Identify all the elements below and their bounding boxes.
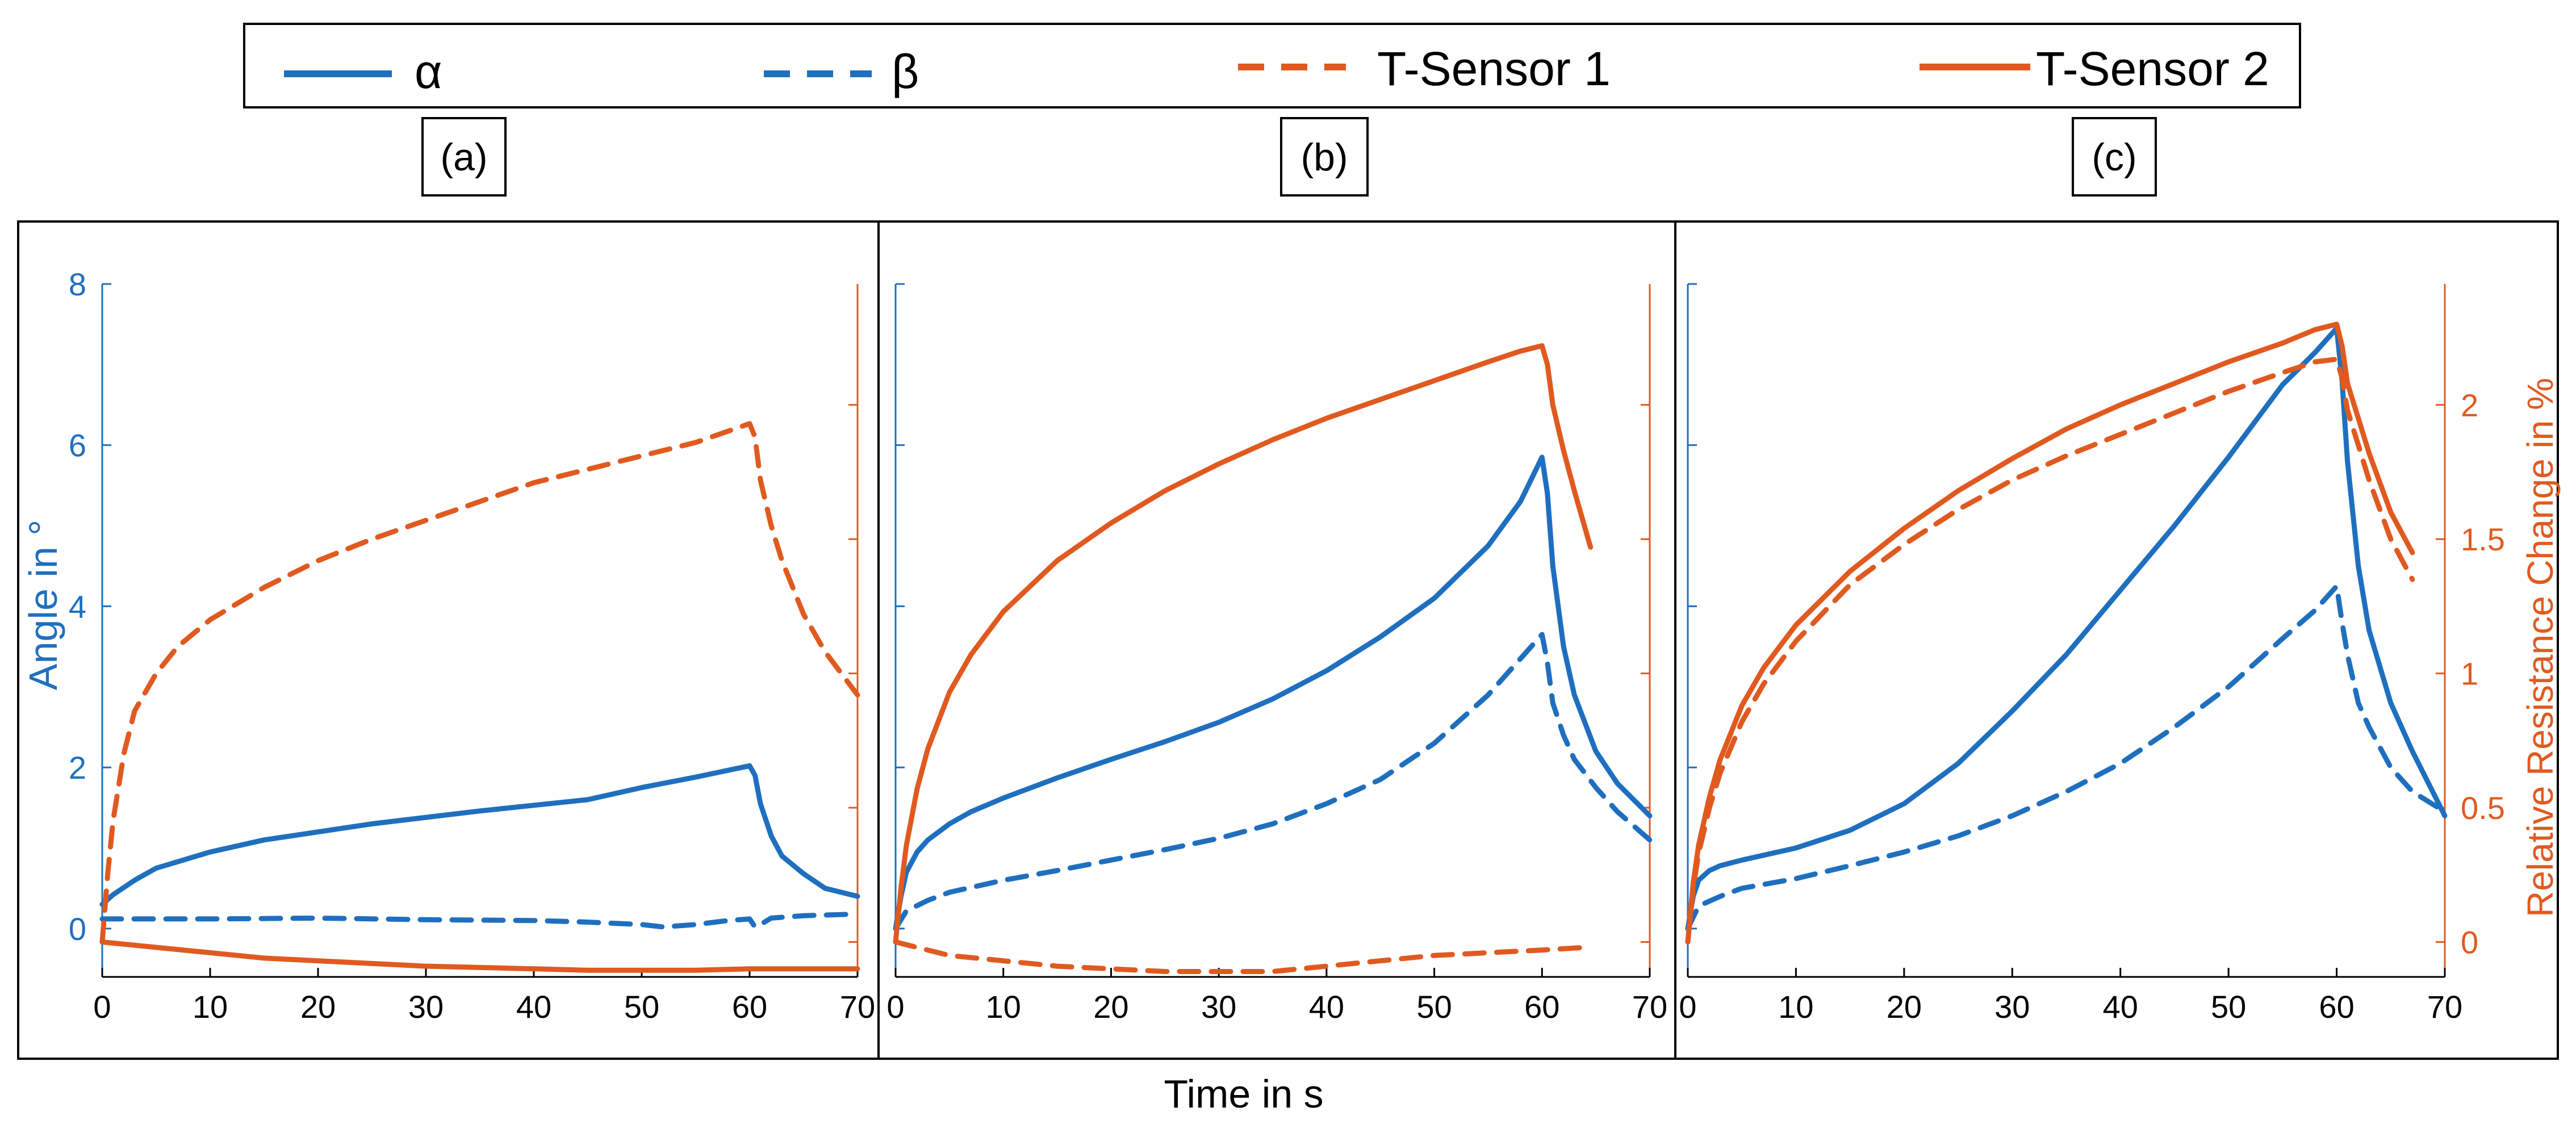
- panel-b-x-tick-label: 40: [1309, 989, 1344, 1025]
- panel-a-x-tick-label: 60: [732, 989, 767, 1025]
- panel-b-x-tick-label: 50: [1416, 989, 1452, 1025]
- panel-b-x-tick-label: 70: [1632, 989, 1667, 1025]
- panel-c-series-alpha: [1685, 325, 2448, 931]
- panel-label-a-text: (a): [440, 136, 487, 179]
- panel-label-a: (a): [421, 117, 507, 197]
- panel-b: 0 10 20 30 40 50 60 70: [886, 283, 1667, 1025]
- figure-frame: [17, 220, 2559, 1060]
- panel-a-series-t-sensor-2: [99, 939, 860, 973]
- panel-b-series-alpha: [893, 454, 1653, 931]
- panel-c-right-tick-label: 0: [2461, 925, 2478, 960]
- panel-a-x-tick-label: 30: [408, 989, 444, 1025]
- panel-c-x-tick-label: 0: [1679, 989, 1696, 1025]
- panel-b-x-tick-label: 30: [1201, 989, 1236, 1025]
- x-axis-label: Time in s: [1164, 1072, 1323, 1116]
- panel-a-x-tick-label: 70: [840, 989, 875, 1025]
- panel-c: 0 10 20 30 40 50 60 70 0 0.5 1 1.5 2: [1679, 283, 2505, 1025]
- panel-a: 0 10 20 30 40 50 60 70 0 2 4 6 8: [69, 266, 875, 1025]
- panel-a-left-tick-label: 8: [69, 266, 86, 302]
- panel-c-right-tick-label: 1: [2461, 656, 2478, 692]
- panel-b-x-tick-label: 10: [986, 989, 1021, 1025]
- panel-c-x-tick-label: 50: [2211, 989, 2246, 1025]
- panel-c-right-tick-label: 2: [2461, 387, 2478, 423]
- panel-label-c-text: (c): [2092, 136, 2136, 179]
- legend-label-alpha: α: [415, 45, 442, 98]
- panel-label-b-box: [1280, 117, 1369, 197]
- legend-label-t-sensor-2: T-Sensor 2: [2036, 42, 2269, 95]
- panel-b-series-t-sensor-1: [893, 939, 1588, 974]
- panel-b-x-tick-label: 0: [886, 989, 904, 1025]
- panel-a-series-alpha: [99, 763, 860, 907]
- legend: α β T-Sensor 1 T-Sensor 2: [243, 23, 2301, 108]
- panel-a-x-tick-label: 0: [93, 989, 111, 1025]
- panel-label-a-box: [421, 117, 507, 197]
- panel-c-series-beta: [1685, 583, 2448, 931]
- legend-label-t-sensor-1: T-Sensor 1: [1377, 42, 1611, 95]
- panel-a-x-tick-label: 50: [624, 989, 659, 1025]
- panel-b-x-tick-label: 60: [1524, 989, 1559, 1025]
- panel-a-left-tick-label: 2: [69, 750, 86, 786]
- panel-c-right-tick-label: 1.5: [2461, 521, 2505, 557]
- panel-label-c: (c): [2072, 117, 2157, 197]
- y-axis-label-right: Relative Resistance Change in %: [2520, 378, 2561, 917]
- panel-b-series-beta: [893, 632, 1653, 931]
- panel-c-x-tick-label: 40: [2103, 989, 2138, 1025]
- panel-a-x-tick-label: 10: [193, 989, 228, 1025]
- panel-c-x-tick-label: 30: [1994, 989, 2030, 1025]
- panel-label-c-box: [2072, 117, 2157, 197]
- panel-a-x-tick-label: 20: [300, 989, 336, 1025]
- panel-a-left-tick-label: 0: [69, 911, 86, 947]
- panel-c-series-t-sensor-1: [1685, 356, 2415, 945]
- panel-b-series-t-sensor-2: [893, 343, 1594, 945]
- panel-label-b-text: (b): [1300, 136, 1348, 179]
- panel-c-x-tick-label: 20: [1887, 989, 1922, 1025]
- panel-a-x-tick-label: 40: [516, 989, 551, 1025]
- panel-a-left-tick-label: 4: [69, 588, 86, 624]
- panel-c-x-tick-label: 10: [1778, 989, 1813, 1025]
- panel-b-x-tick-label: 20: [1093, 989, 1128, 1025]
- legend-label-beta: β: [892, 45, 919, 98]
- y-axis-label-left: Angle in °: [21, 520, 65, 690]
- panel-c-x-tick-label: 60: [2319, 989, 2354, 1025]
- panel-a-series-beta: [99, 911, 860, 930]
- panel-label-b: (b): [1280, 117, 1369, 197]
- panel-c-series-t-sensor-2: [1685, 321, 2415, 945]
- panel-c-right-tick-label: 0.5: [2461, 790, 2505, 826]
- panel-a-series-t-sensor-1: [99, 421, 860, 945]
- panel-c-x-tick-label: 70: [2427, 989, 2462, 1025]
- panel-a-left-tick-label: 6: [69, 428, 86, 463]
